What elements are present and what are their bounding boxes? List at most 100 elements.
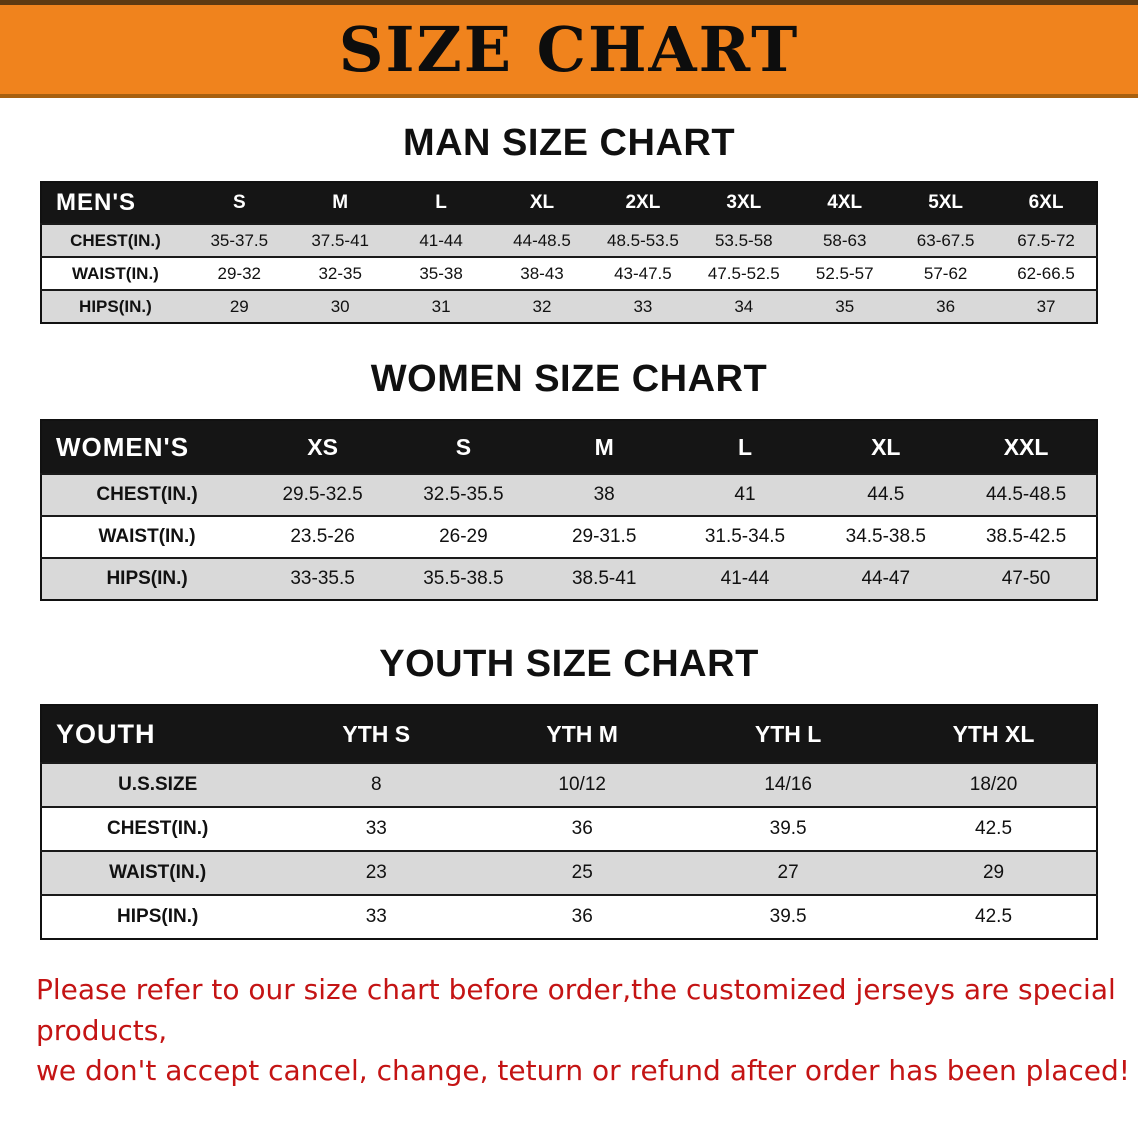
size-chart-page: SIZE CHART MAN SIZE CHART MEN'S S M L XL 2XL 3… xyxy=(0,0,1138,1092)
value-cell: 18/20 xyxy=(891,762,1097,807)
table-row: CHEST(IN.) 33 36 39.5 42.5 xyxy=(41,806,1097,851)
youth-table-body: U.S.SIZE 8 10/12 14/16 18/20 CHEST(IN.) 33 36 39… xyxy=(41,762,1097,939)
value-cell: 43-47.5 xyxy=(592,256,694,290)
value-cell: 31 xyxy=(390,289,492,323)
notice-line-2: we don't accept cancel, change, teturn o… xyxy=(36,1054,1131,1088)
size-header-cell: 4XL xyxy=(827,192,863,213)
value-cell: 42.5 xyxy=(891,894,1097,939)
footer-notice: Please refer to our size chart before or… xyxy=(36,970,1138,1092)
value-cell: 38.5-42.5 xyxy=(956,515,1097,558)
value-cell: 30 xyxy=(289,289,391,323)
size-header-cell: YTH L xyxy=(754,720,822,747)
value-cell: 14/16 xyxy=(685,762,892,807)
table-row: WAIST(IN.) 29-32 32-35 35-38 38-43 43-47.5 47.… xyxy=(41,256,1097,290)
value-cell: 37 xyxy=(996,289,1097,323)
value-cell: 47.5-52.5 xyxy=(693,256,795,290)
table-row: WAIST(IN.) 23 25 27 29 xyxy=(41,850,1097,895)
value-cell: 29 xyxy=(188,289,290,323)
value-cell: 35 xyxy=(794,289,896,323)
youth-table-header-row: YOUTH YTH S YTH M YTH L YTH XL xyxy=(41,705,1097,763)
row-label-cell: CHEST(IN.) xyxy=(41,806,274,851)
notice-line-1: Please refer to our size chart before or… xyxy=(36,973,1116,1047)
value-cell: 36 xyxy=(895,289,997,323)
value-cell: 57-62 xyxy=(895,256,997,290)
value-cell: 42.5 xyxy=(891,806,1097,851)
value-cell: 41-44 xyxy=(390,223,492,257)
value-cell: 47-50 xyxy=(956,557,1097,600)
table-row: CHEST(IN.) 35-37.5 37.5-41 41-44 44-48.5 48.5… xyxy=(41,223,1097,257)
men-table-head: MEN'S S M L XL 2XL 3XL 4XL 5XL 6XL xyxy=(41,182,1097,224)
section-men: MAN SIZE CHART MEN'S S M L XL 2XL 3XL 4XL 5XL 6XL… xyxy=(0,122,1138,324)
value-cell: 23 xyxy=(273,850,480,895)
value-cell: 29-32 xyxy=(188,256,290,290)
value-cell: 63-67.5 xyxy=(895,223,997,257)
table-title-cell: WOMEN'S xyxy=(56,431,190,462)
value-cell: 32.5-35.5 xyxy=(392,473,534,516)
value-cell: 35-38 xyxy=(390,256,492,290)
size-header-cell: XS xyxy=(307,433,338,460)
women-table-head: WOMEN'S XS S M L XL XXL xyxy=(41,420,1097,474)
size-header-cell: YTH M xyxy=(546,720,618,747)
row-label-cell: CHEST(IN.) xyxy=(41,473,253,516)
value-cell: 48.5-53.5 xyxy=(592,223,694,257)
value-cell: 58-63 xyxy=(794,223,896,257)
row-label-cell: HIPS(IN.) xyxy=(41,894,274,939)
women-table-header-row: WOMEN'S XS S M L XL XXL xyxy=(41,420,1097,474)
table-title-cell: YOUTH xyxy=(56,718,156,749)
value-cell: 35-37.5 xyxy=(188,223,290,257)
value-cell: 39.5 xyxy=(685,894,892,939)
value-cell: 36 xyxy=(479,894,686,939)
size-header-cell: S xyxy=(455,433,472,460)
size-header-cell: 3XL xyxy=(726,192,762,213)
value-cell: 34.5-38.5 xyxy=(815,515,957,558)
value-cell: 52.5-57 xyxy=(794,256,896,290)
size-header-cell: L xyxy=(737,433,752,460)
row-label-cell: WAIST(IN.) xyxy=(41,850,274,895)
size-header-cell: 6XL xyxy=(1028,192,1064,213)
youth-section-heading: YOUTH SIZE CHART xyxy=(379,643,759,685)
youth-size-table: YOUTH YTH S YTH M YTH L YTH XL U.S.SIZE 8 10/1… xyxy=(40,704,1098,940)
size-header-cell: S xyxy=(232,192,246,213)
table-row: CHEST(IN.) 29.5-32.5 32.5-35.5 38 41 44.5 44.5… xyxy=(41,473,1097,516)
women-section-heading: WOMEN SIZE CHART xyxy=(370,358,768,400)
value-cell: 39.5 xyxy=(685,806,892,851)
size-header-cell: 2XL xyxy=(625,192,661,213)
value-cell: 33 xyxy=(273,894,480,939)
value-cell: 8 xyxy=(273,762,480,807)
size-header-cell: XXL xyxy=(1003,433,1049,460)
value-cell: 36 xyxy=(479,806,686,851)
section-women: WOMEN SIZE CHART WOMEN'S XS S M L XL XXL CHEST… xyxy=(0,358,1138,601)
value-cell: 29.5-32.5 xyxy=(252,473,393,516)
value-cell: 27 xyxy=(685,850,892,895)
value-cell: 44-48.5 xyxy=(491,223,593,257)
table-row: WAIST(IN.) 23.5-26 26-29 29-31.5 31.5-34.5 34… xyxy=(41,515,1097,558)
value-cell: 26-29 xyxy=(392,515,534,558)
row-label-cell: WAIST(IN.) xyxy=(41,515,253,558)
row-label-cell: U.S.SIZE xyxy=(41,762,274,807)
youth-table-head: YOUTH YTH S YTH M YTH L YTH XL xyxy=(41,705,1097,763)
row-label-cell: CHEST(IN.) xyxy=(41,223,189,257)
value-cell: 33 xyxy=(592,289,694,323)
section-youth: YOUTH SIZE CHART YOUTH YTH S YTH M YTH L YTH… xyxy=(0,643,1138,940)
value-cell: 25 xyxy=(479,850,686,895)
table-row: U.S.SIZE 8 10/12 14/16 18/20 xyxy=(41,762,1097,807)
value-cell: 44.5 xyxy=(815,473,957,516)
value-cell: 34 xyxy=(693,289,795,323)
page-title: SIZE CHART xyxy=(338,13,800,86)
value-cell: 35.5-38.5 xyxy=(392,557,534,600)
table-row: HIPS(IN.) 29 30 31 32 33 34 35 36 37 xyxy=(41,289,1097,323)
men-table-body: CHEST(IN.) 35-37.5 37.5-41 41-44 44-48.5 48.5… xyxy=(41,223,1097,323)
value-cell: 44-47 xyxy=(815,557,957,600)
value-cell: 32-35 xyxy=(289,256,391,290)
value-cell: 41-44 xyxy=(674,557,816,600)
men-section-heading: MAN SIZE CHART xyxy=(402,122,736,164)
women-table-body: CHEST(IN.) 29.5-32.5 32.5-35.5 38 41 44.5 44.5… xyxy=(41,473,1097,600)
value-cell: 29-31.5 xyxy=(533,515,675,558)
women-size-table: WOMEN'S XS S M L XL XXL CHEST(IN.) 29.5-32.5 32.… xyxy=(40,419,1098,601)
value-cell: 38-43 xyxy=(491,256,593,290)
value-cell: 62-66.5 xyxy=(996,256,1097,290)
value-cell: 38 xyxy=(533,473,675,516)
value-cell: 67.5-72 xyxy=(996,223,1097,257)
value-cell: 38.5-41 xyxy=(533,557,675,600)
value-cell: 33-35.5 xyxy=(252,557,393,600)
